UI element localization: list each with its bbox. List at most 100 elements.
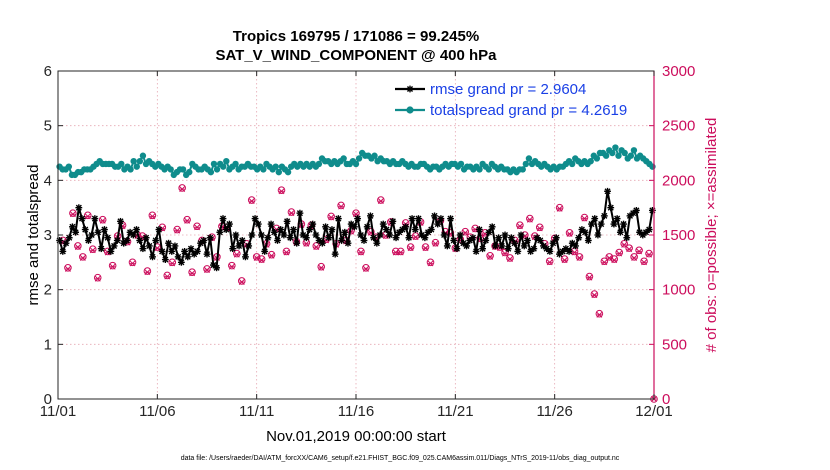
rmse-point (133, 226, 140, 233)
rmse-point (168, 248, 176, 255)
x-tick-label: 11/06 (139, 403, 175, 420)
star-stroke (354, 215, 361, 222)
star-stroke (537, 237, 544, 244)
rmse-point (514, 248, 522, 255)
obs-assimilated-point (174, 227, 181, 234)
rmse-point (511, 239, 519, 247)
obs-assimilated-point (204, 267, 210, 273)
star-stroke (159, 248, 166, 255)
star-stroke (569, 240, 576, 247)
star-stroke (274, 237, 281, 244)
rmse-point (200, 237, 208, 244)
obs-assimilated-point (507, 256, 513, 263)
star-stroke (187, 245, 195, 252)
star-stroke (546, 248, 553, 255)
rmse-series (56, 187, 656, 272)
rmse-point (91, 215, 99, 222)
star-stroke (332, 251, 339, 258)
star-stroke (588, 221, 595, 228)
totalspread-point (275, 168, 282, 176)
obs-possible-point (93, 273, 102, 282)
totalspread-point (352, 160, 360, 168)
star-stroke (562, 245, 569, 252)
star-stroke (405, 234, 412, 241)
rmse-point (482, 237, 490, 244)
star-stroke (402, 223, 409, 230)
star-stroke (213, 264, 220, 271)
obs-possible-point (625, 244, 633, 252)
totalspread-point (139, 152, 147, 159)
star-stroke (85, 237, 92, 244)
obs-assimilated-point (169, 260, 176, 267)
obs-possible-point (545, 257, 554, 266)
obs-possible-point (580, 213, 589, 222)
rmse-point (469, 234, 477, 242)
obs-assimilated-point (149, 213, 156, 220)
star-stroke (252, 215, 259, 222)
star-stroke (457, 231, 464, 239)
star-stroke (194, 248, 201, 255)
obs-possible-point (595, 309, 604, 318)
star-stroke (223, 226, 230, 233)
star-stroke (444, 242, 451, 249)
star-stroke (123, 237, 130, 244)
left-tick-label: 2 (44, 282, 52, 299)
obs-possible-point (615, 248, 624, 257)
star-stroke (533, 234, 541, 241)
star-stroke (418, 231, 425, 239)
star-stroke (335, 215, 342, 222)
star-stroke (585, 237, 592, 244)
rmse-point (104, 234, 112, 242)
rmse-point (145, 242, 153, 250)
totalspread-point (65, 163, 73, 170)
obs-possible-point (635, 246, 643, 255)
star-stroke (280, 231, 287, 239)
star-stroke (476, 226, 483, 233)
rmse-point (216, 228, 224, 236)
star-stroke (517, 231, 525, 239)
rmse-point (219, 215, 227, 222)
totalspread-point (485, 166, 492, 173)
star-stroke (181, 248, 188, 255)
star-stroke (521, 242, 528, 249)
obs-possible-point (526, 214, 534, 223)
star-stroke (437, 215, 444, 222)
star-stroke (482, 237, 489, 244)
obs-possible-point (590, 290, 599, 298)
star-stroke (82, 226, 89, 233)
obs-possible-point (183, 215, 191, 224)
totalspread-point (525, 155, 533, 162)
obs-possible-point (148, 211, 157, 220)
x-tick-label: 11/21 (437, 403, 473, 420)
rmse-point (383, 226, 390, 233)
rmse-point (616, 228, 624, 236)
rmse-point (286, 234, 294, 242)
obs-assimilated-point (422, 245, 429, 252)
star-stroke (248, 231, 255, 239)
obs-assimilated-point (248, 198, 255, 205)
star-stroke (479, 245, 486, 252)
rmse-point (415, 215, 422, 222)
rmse-point (620, 220, 627, 228)
obs-assimilated-point (502, 250, 508, 257)
rmse-point (56, 237, 64, 244)
totalspread-point (284, 168, 292, 176)
obs-assimilated-point (109, 263, 116, 270)
star-stroke (373, 240, 380, 247)
obs-assimilated-point (328, 214, 335, 221)
obs-possible-point (233, 249, 241, 258)
totalspread-point (133, 163, 140, 170)
star-stroke (620, 221, 627, 228)
star-stroke (393, 234, 400, 241)
rmse-point (264, 234, 272, 242)
x-tick-label: 11/01 (40, 403, 76, 420)
totalspread-point (522, 160, 530, 168)
rmse-point (242, 253, 249, 261)
rmse-point (437, 215, 445, 222)
legend-rmse-marker (406, 85, 414, 93)
rmse-point (81, 226, 89, 233)
obs-assimilated-point (184, 217, 191, 224)
star-stroke (293, 240, 300, 247)
star-stroke (514, 248, 521, 255)
rmse-point (274, 237, 281, 244)
